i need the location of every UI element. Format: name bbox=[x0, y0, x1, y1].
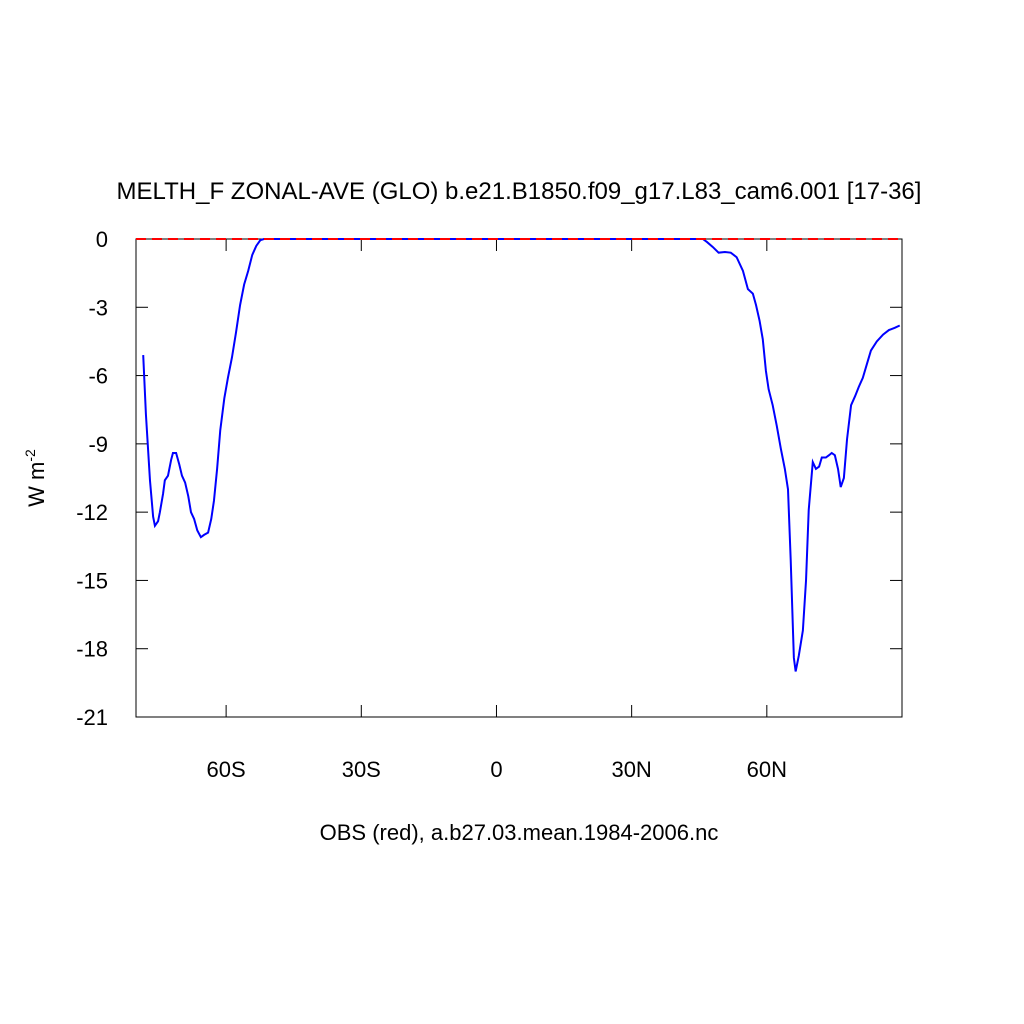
y-tick-label: -21 bbox=[76, 705, 108, 730]
y-label-text: W m bbox=[24, 462, 49, 507]
chart-title: MELTH_F ZONAL-AVE (GLO) b.e21.B1850.f09_… bbox=[117, 178, 922, 205]
y-tick-label: -18 bbox=[76, 637, 108, 662]
y-axis-label: W m-2 bbox=[22, 449, 49, 507]
y-tick-label: -12 bbox=[76, 500, 108, 525]
x-tick-label: 30S bbox=[342, 757, 381, 782]
x-tick-label: 60S bbox=[207, 757, 246, 782]
y-tick-label: 0 bbox=[96, 227, 108, 252]
y-label-superscript: -2 bbox=[22, 449, 38, 462]
x-axis-label: OBS (red), a.b27.03.mean.1984-2006.nc bbox=[320, 820, 719, 845]
x-tick-label: 30N bbox=[611, 757, 651, 782]
x-tick-label: 0 bbox=[490, 757, 502, 782]
y-tick-label: -9 bbox=[88, 432, 108, 457]
y-tick-label: -6 bbox=[88, 364, 108, 389]
y-tick-label: -15 bbox=[76, 568, 108, 593]
y-tick-label: -3 bbox=[88, 295, 108, 320]
x-tick-label: 60N bbox=[747, 757, 787, 782]
data-line bbox=[142, 238, 901, 672]
